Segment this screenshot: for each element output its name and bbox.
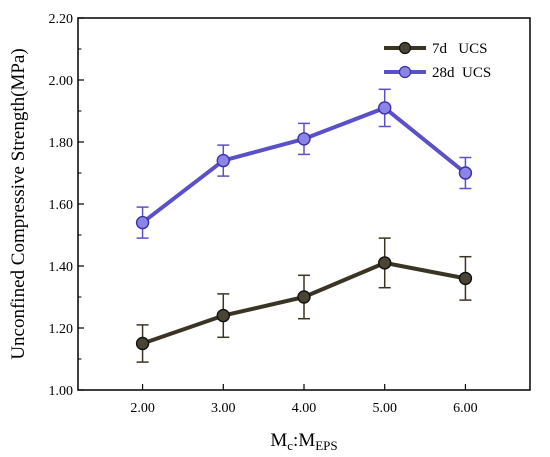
data-point [458, 166, 473, 180]
x-axis-title-sub2: EPS [315, 438, 337, 453]
x-tick-label: 6.00 [453, 401, 478, 416]
legend-label-28d: 28d UCS [432, 65, 491, 81]
legend-label-7d: 7d UCS [432, 41, 487, 57]
series-0 [135, 237, 473, 363]
x-axis-title-sub1: c [287, 438, 293, 453]
series-layer [135, 88, 473, 363]
data-point [378, 256, 392, 270]
y-axis: 1.00 1.20 1.40 1.60 1.80 2.00 2.20 [49, 12, 84, 399]
y-tick-label: 1.00 [49, 384, 74, 399]
x-tick-label: 2.00 [130, 401, 155, 416]
series-1 [135, 88, 473, 239]
data-point [297, 132, 311, 146]
data-point [378, 101, 392, 115]
x-axis-title: Mc:MEPS [270, 430, 337, 453]
y-tick-label: 1.80 [49, 136, 74, 151]
x-axis-title-sep: :M [293, 430, 315, 451]
y-tick-label: 1.20 [49, 322, 74, 337]
y-tick-label: 1.40 [49, 260, 74, 275]
data-point [135, 215, 150, 230]
y-axis-title: Unconfined Compressive Strength(MPa) [8, 48, 29, 359]
x-tick-label: 3.00 [211, 401, 236, 416]
y-tick-label: 1.60 [49, 198, 74, 213]
x-tick-label: 5.00 [372, 401, 397, 416]
data-point [297, 290, 311, 304]
x-axis-title-main: M [270, 430, 287, 451]
y-tick-label: 2.20 [49, 12, 74, 27]
legend-item-28d: 28d UCS [384, 65, 491, 81]
legend: 7d UCS 28d UCS [384, 41, 491, 81]
x-axis: 2.00 3.00 4.00 5.00 6.00 [130, 384, 478, 416]
legend-marker-28d [398, 65, 412, 79]
data-point [216, 153, 230, 168]
x-tick-label: 4.00 [292, 401, 317, 416]
legend-item-7d: 7d UCS [384, 41, 487, 57]
data-point [458, 271, 473, 286]
data-point [216, 308, 230, 323]
y-tick-label: 2.00 [49, 74, 74, 89]
data-point [135, 336, 150, 351]
legend-marker-7d [398, 41, 412, 55]
